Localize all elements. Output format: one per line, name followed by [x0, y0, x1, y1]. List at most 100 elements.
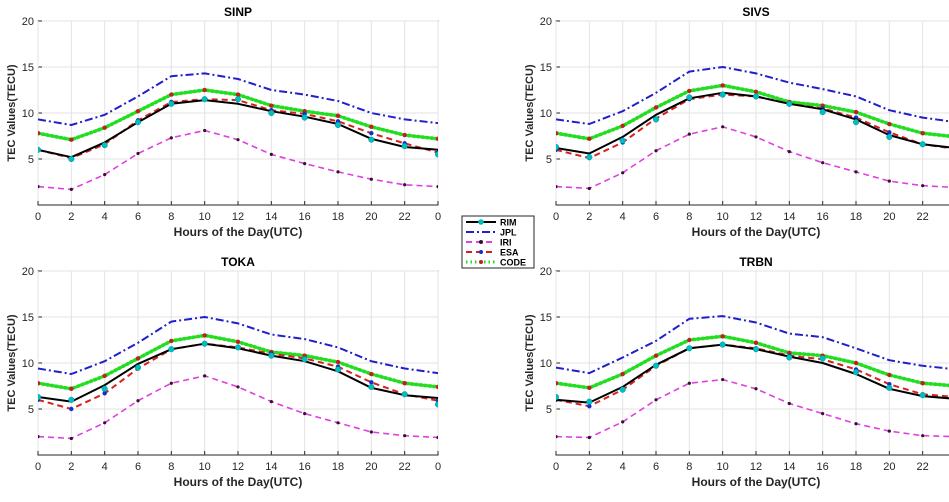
xtick-label: 18	[332, 461, 344, 473]
x-axis-label: Hours of the Day(UTC)	[692, 475, 821, 489]
point-code	[687, 88, 692, 94]
ytick-label: 15	[540, 62, 552, 74]
y-axis-label: TEC Values(TECU)	[524, 314, 536, 412]
point-rim	[556, 393, 560, 401]
point-rim	[752, 93, 760, 100]
xtick-label: 0	[435, 461, 441, 473]
point-iri	[621, 171, 625, 175]
x-axis-label: Hours of the Day(UTC)	[692, 225, 821, 239]
point-iri	[587, 186, 591, 191]
point-rim	[268, 109, 275, 117]
xtick-label: 20	[883, 211, 895, 223]
point-iri	[854, 170, 858, 174]
point-code	[269, 103, 274, 108]
point-rim	[652, 362, 660, 369]
ytick-label: 10	[540, 358, 552, 370]
point-code	[102, 125, 107, 130]
point-rim	[752, 346, 760, 353]
ytick-label: 15	[22, 62, 34, 74]
point-iri	[921, 434, 925, 438]
xtick-label: 16	[299, 211, 311, 223]
point-code	[402, 132, 407, 138]
point-iri	[103, 421, 107, 425]
plot-area	[556, 315, 949, 440]
point-code	[587, 136, 592, 141]
point-code	[135, 356, 141, 361]
point-iri	[136, 151, 140, 156]
point-iri	[269, 152, 273, 156]
point-iri	[654, 398, 658, 402]
point-code	[369, 371, 374, 377]
xtick-label: 12	[232, 461, 244, 473]
point-iri	[303, 162, 307, 166]
point-code	[169, 338, 174, 344]
ytick-label: 15	[22, 312, 34, 324]
point-iri	[921, 184, 925, 188]
legend-marker-code	[479, 260, 483, 264]
legend-label-esa: ESA	[500, 248, 519, 258]
xtick-label: 20	[365, 211, 377, 223]
point-code	[369, 124, 374, 129]
point-iri	[621, 420, 625, 424]
xtick-label: 6	[653, 211, 659, 223]
point-rim	[368, 136, 375, 143]
point-iri	[38, 435, 40, 439]
point-code	[620, 371, 625, 377]
point-iri	[787, 401, 791, 406]
chart-title: TOKA	[221, 255, 255, 269]
point-iri	[403, 434, 407, 438]
xtick-label: 8	[686, 211, 692, 223]
legend-label-rim: RIM	[500, 218, 517, 228]
y-axis-label: TEC Values(TECU)	[524, 64, 536, 162]
point-code	[38, 381, 41, 386]
point-iri	[854, 422, 858, 426]
point-code	[720, 83, 725, 88]
xtick-label: 4	[102, 211, 108, 223]
point-iri	[103, 173, 107, 177]
xtick-label: 0	[553, 461, 559, 473]
xtick-label: 14	[783, 461, 795, 473]
xtick-label: 18	[850, 211, 862, 223]
ytick-label: 20	[22, 16, 34, 28]
point-rim	[686, 94, 693, 101]
ytick-label: 10	[540, 108, 552, 120]
point-code	[102, 373, 107, 379]
series-line-jpl	[38, 72, 438, 126]
point-rim	[919, 141, 926, 148]
ytick-label: 10	[22, 108, 34, 120]
point-rim	[719, 91, 726, 98]
xtick-label: 0	[553, 211, 559, 223]
xtick-label: 8	[168, 461, 174, 473]
point-code	[435, 384, 438, 390]
point-code	[235, 339, 241, 345]
xtick-label: 8	[168, 211, 174, 223]
point-rim	[268, 352, 275, 359]
ytick-label: 5	[546, 404, 552, 416]
legend-label-iri: IRI	[500, 238, 512, 248]
y-axis-label: TEC Values(TECU)	[6, 64, 18, 162]
point-iri	[236, 138, 240, 142]
point-rim	[919, 392, 926, 399]
point-rim	[786, 100, 793, 107]
xtick-label: 4	[620, 211, 626, 223]
xtick-label: 16	[817, 461, 829, 473]
point-iri	[754, 135, 758, 139]
point-code	[402, 381, 407, 386]
subplot-sinp: 5 10 15 20 0 2 4 6 8 10 12 14 16 18 20 22 0 SINP Hours of …	[6, 5, 441, 239]
xtick-label: 14	[783, 211, 795, 223]
point-iri	[69, 187, 73, 191]
point-code	[653, 105, 659, 110]
legend-marker-iri	[479, 240, 483, 244]
point-rim	[652, 116, 660, 123]
point-iri	[687, 381, 691, 385]
point-rim	[234, 96, 242, 103]
legend-label-jpl: JPL	[500, 228, 517, 238]
point-rim	[401, 143, 408, 150]
xtick-label: 0	[35, 461, 41, 473]
point-rim	[101, 142, 108, 149]
point-rim	[334, 121, 342, 129]
point-code	[69, 386, 74, 391]
point-esa	[369, 380, 374, 385]
